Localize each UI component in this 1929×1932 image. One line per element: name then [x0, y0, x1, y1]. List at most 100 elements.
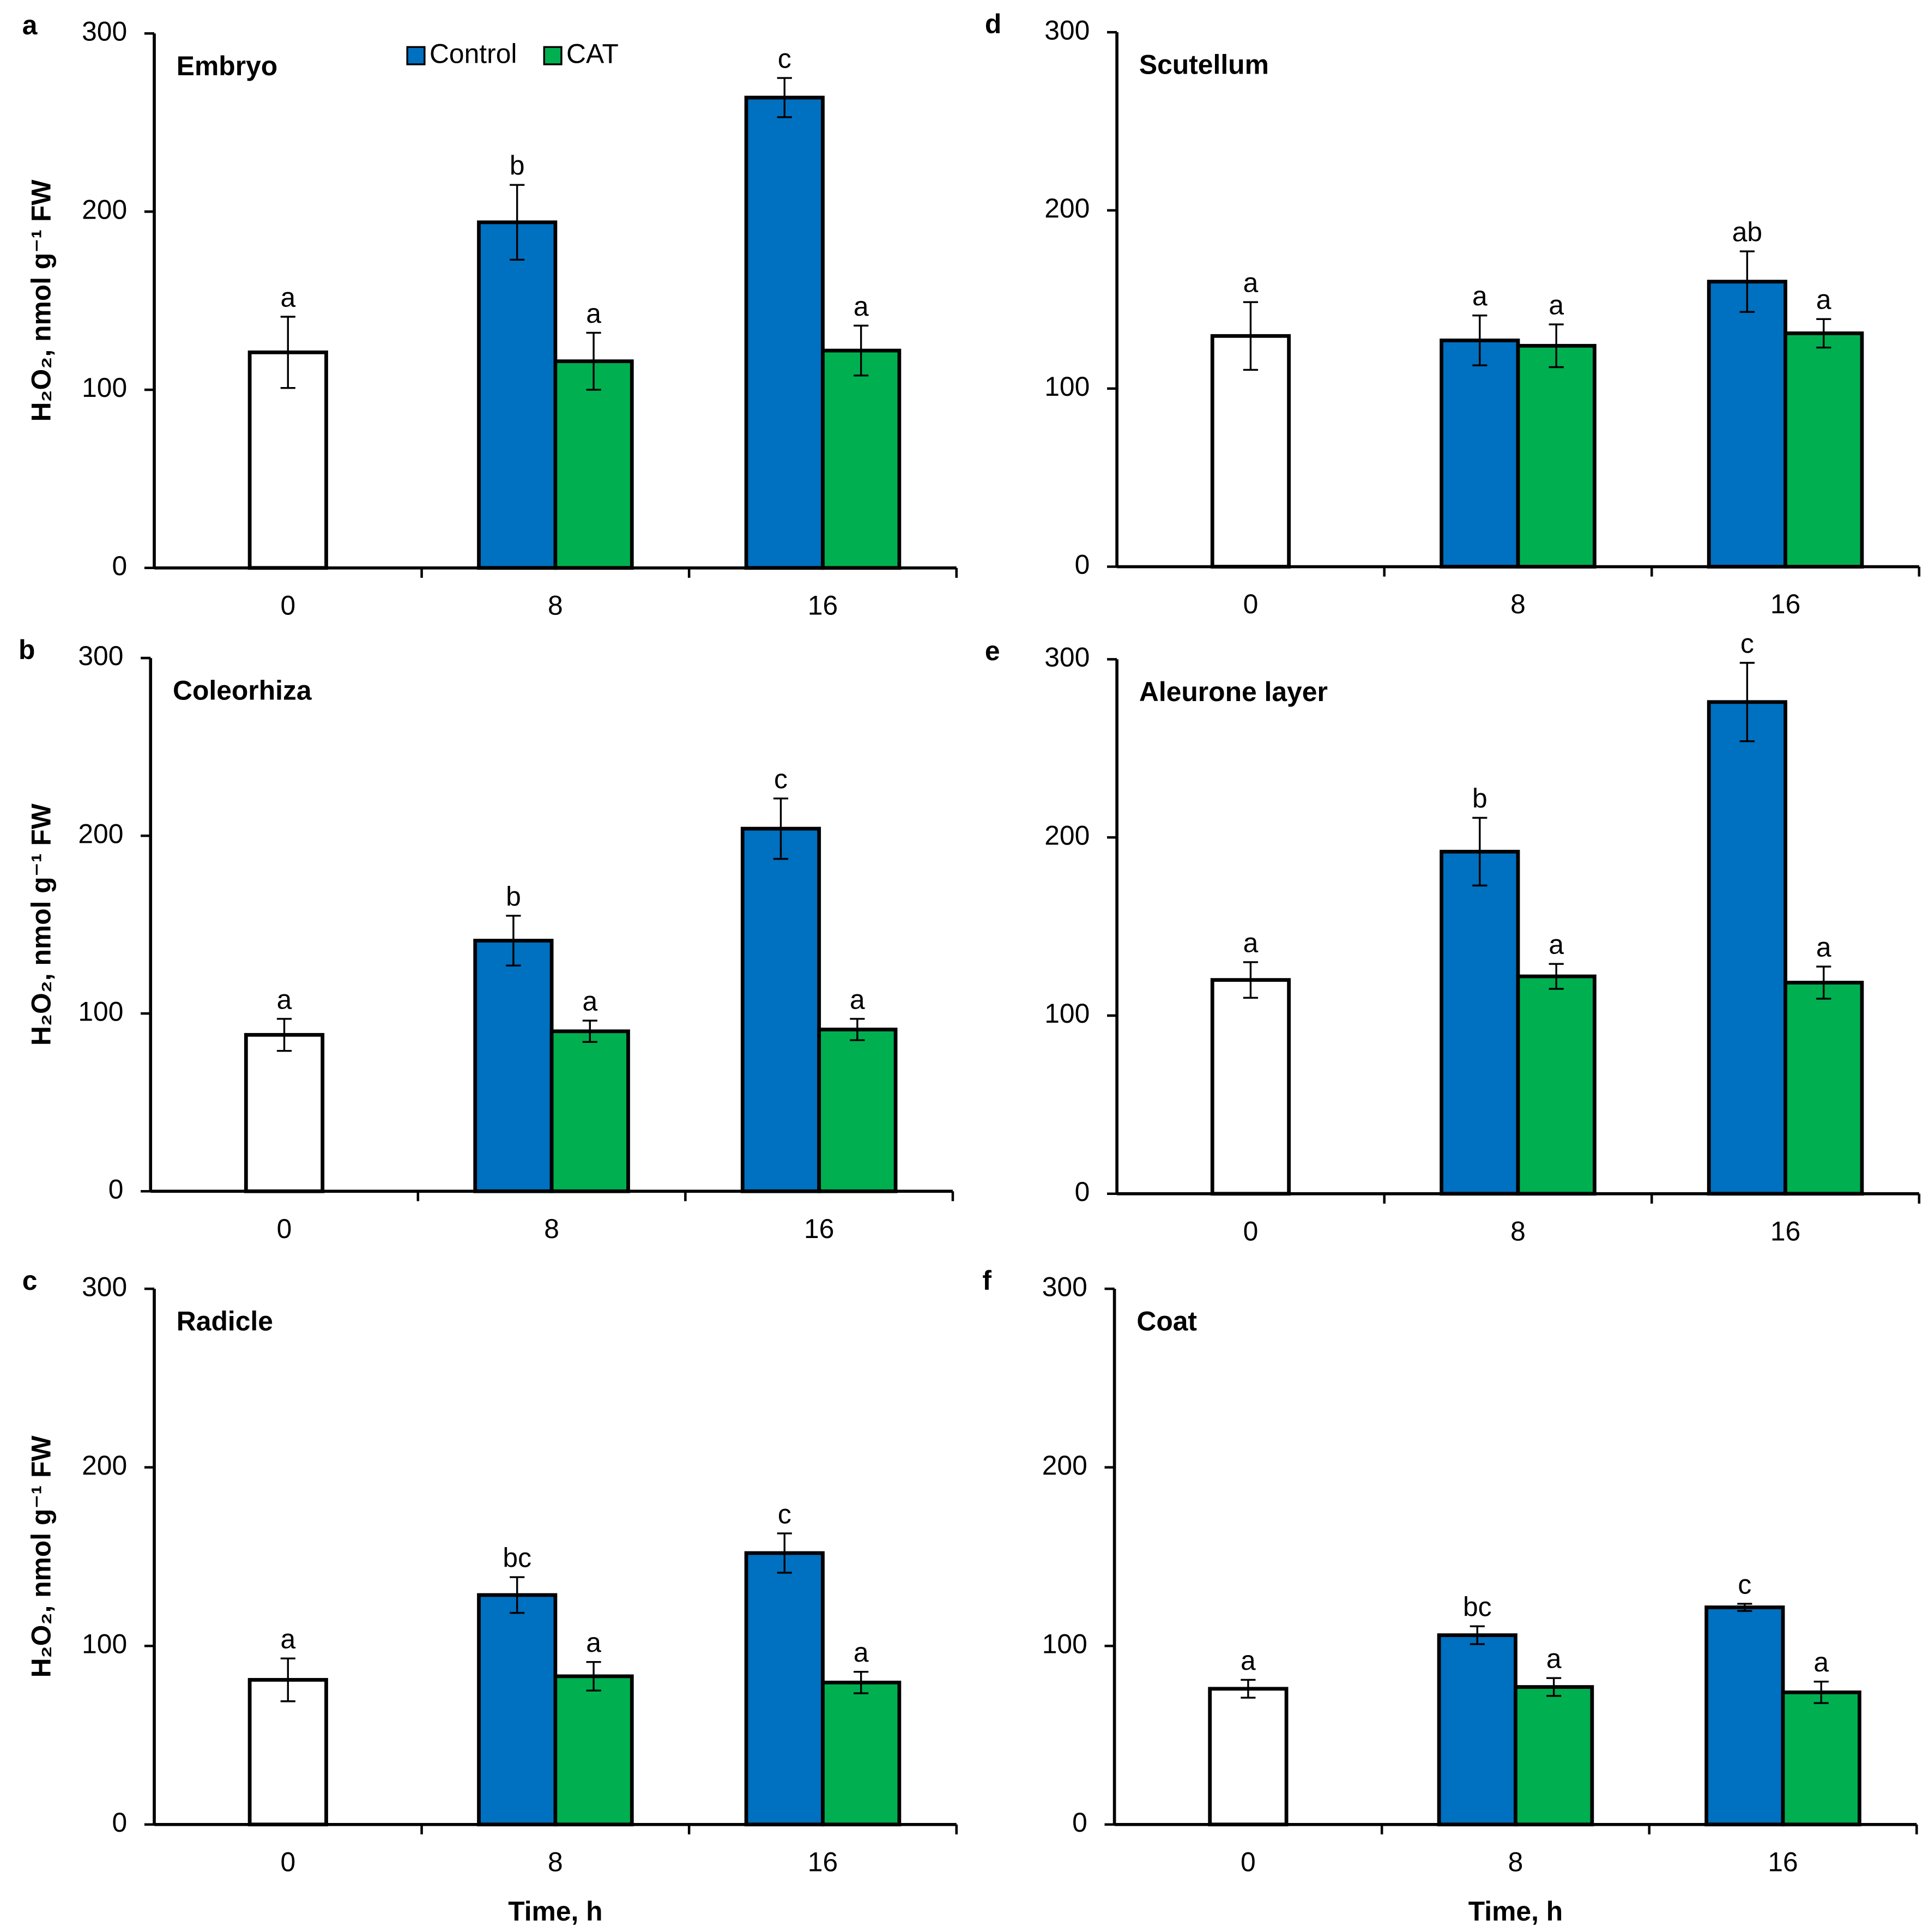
error-bar [276, 1018, 292, 1052]
y-tick-label: 200 [1044, 193, 1090, 224]
bar [477, 220, 558, 570]
significance-letter: c [778, 1499, 791, 1529]
significance-letter: c [1738, 1569, 1751, 1599]
y-axis-label: H₂O₂, nmol g⁻¹ FW [26, 180, 56, 422]
y-tick-label: 0 [1075, 1176, 1090, 1207]
x-tick-label: 16 [808, 590, 838, 620]
bar [1440, 849, 1520, 1196]
x-tick-label: 8 [1508, 1846, 1523, 1877]
significance-letter: a [280, 282, 295, 312]
y-tick-label: 200 [1042, 1450, 1087, 1481]
x-tick-label: 0 [280, 1846, 295, 1877]
y-tick-label: 0 [1075, 550, 1090, 580]
significance-letter: ab [1732, 217, 1762, 247]
x-tick-label: 8 [548, 1846, 563, 1877]
y-tick-label: 300 [1042, 1271, 1087, 1302]
bar [1707, 280, 1787, 569]
bar [473, 939, 554, 1193]
bar [817, 1028, 898, 1193]
y-tick-label: 200 [82, 194, 127, 225]
error-bar [773, 797, 789, 860]
error-bar [1472, 817, 1487, 887]
x-tick-label: 0 [1243, 589, 1259, 619]
panel-title: Aleurone layer [1139, 677, 1328, 707]
significance-letter: b [1472, 783, 1487, 814]
error-bar [506, 915, 521, 967]
error-bar [854, 324, 869, 377]
error-bar [280, 316, 295, 389]
significance-letter: c [774, 764, 788, 794]
panel-title: Embryo [177, 51, 277, 81]
panel-title: Coat [1136, 1306, 1197, 1337]
error-bar [510, 1576, 525, 1614]
bar [1707, 700, 1787, 1196]
y-tick-label: 0 [1072, 1807, 1087, 1838]
bar [1704, 1605, 1785, 1827]
bar [553, 359, 634, 570]
y-tick-label: 100 [78, 996, 123, 1027]
bar [821, 1680, 902, 1827]
y-tick-label: 0 [112, 1807, 128, 1838]
panel-label: d [985, 9, 1001, 39]
bar [477, 1593, 558, 1827]
y-tick-label: 100 [1044, 998, 1090, 1029]
bar [1783, 331, 1864, 569]
bar [740, 826, 821, 1193]
significance-letter: a [1816, 285, 1831, 315]
error-bar [1816, 318, 1831, 349]
bar [821, 348, 902, 570]
bar [1514, 1685, 1594, 1827]
bar [1437, 1633, 1517, 1827]
y-tick-label: 300 [82, 16, 127, 47]
significance-letter: a [850, 984, 865, 1015]
significance-letter: b [510, 150, 525, 181]
significance-letter: a [1243, 268, 1259, 298]
error-bar [777, 77, 792, 118]
significance-letter: a [586, 1627, 601, 1658]
x-tick-label: 8 [1510, 1216, 1526, 1246]
y-tick-label: 300 [1044, 642, 1090, 672]
legend-label: Control [430, 38, 517, 69]
x-tick-label: 8 [548, 590, 563, 620]
x-tick-label: 16 [804, 1213, 834, 1244]
panel-label: c [22, 1265, 38, 1296]
bar [1208, 1687, 1289, 1827]
y-tick-label: 300 [78, 641, 123, 671]
y-tick-label: 200 [78, 818, 123, 849]
panel-title: Scutellum [1139, 50, 1269, 80]
significance-letter: a [1816, 932, 1831, 963]
y-tick-label: 100 [82, 1628, 127, 1659]
bar [244, 1033, 325, 1193]
error-bar [777, 1532, 792, 1574]
error-bar [586, 1661, 601, 1692]
significance-letter: a [1243, 927, 1259, 958]
significance-letter: a [1241, 1645, 1256, 1676]
error-bar [1472, 315, 1487, 366]
bar [1440, 339, 1520, 569]
x-tick-label: 0 [277, 1213, 292, 1244]
significance-letter: a [277, 984, 292, 1015]
significance-letter: a [280, 1624, 295, 1655]
panel-label: a [22, 10, 38, 40]
y-tick-label: 300 [1044, 15, 1090, 45]
error-bar [1739, 250, 1755, 313]
x-tick-label: 8 [1510, 589, 1526, 619]
y-tick-label: 0 [108, 1174, 124, 1204]
bar [744, 95, 825, 570]
error-bar [1243, 961, 1259, 999]
error-bar [1546, 1677, 1562, 1697]
significance-letter: a [582, 986, 597, 1017]
significance-letter: bc [503, 1543, 531, 1573]
significance-letter: a [854, 1637, 869, 1668]
error-bar [582, 1019, 597, 1043]
y-tick-label: 100 [1042, 1628, 1087, 1659]
bar [1210, 978, 1291, 1196]
error-bar [280, 1657, 295, 1702]
error-bar [854, 1671, 869, 1694]
panel-label: f [982, 1265, 991, 1296]
panel-title: Coleorhiza [173, 675, 312, 706]
bar [553, 1674, 634, 1827]
legend-swatch [543, 46, 563, 65]
y-tick-label: 200 [82, 1450, 127, 1481]
